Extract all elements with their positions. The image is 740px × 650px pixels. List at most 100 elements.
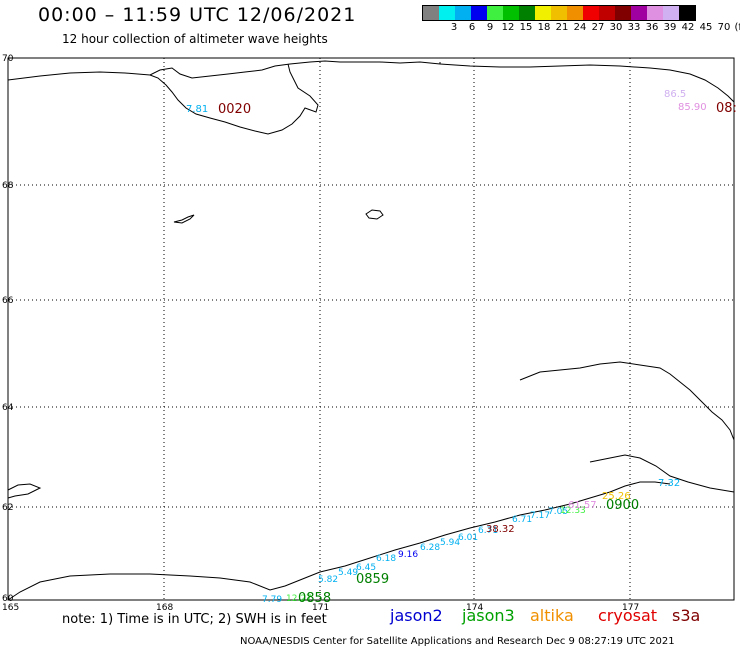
track-cluster-jason2: 9.16	[398, 550, 418, 560]
legend-swatch	[567, 6, 583, 20]
legend-label: 39	[663, 22, 677, 33]
obs-swh-label: 85.90	[678, 102, 707, 113]
track-mark: 9.16	[398, 550, 418, 560]
legend-label: 42	[681, 22, 695, 33]
obs-time-label: 0900	[606, 498, 639, 513]
lat-label-64: 64	[2, 403, 14, 413]
legend-label: 70	[717, 22, 731, 33]
track-mark: 7.05	[548, 507, 568, 517]
track-mark: 6.71	[478, 526, 498, 536]
obs-time-label: 0020	[218, 102, 251, 117]
track-cluster-green: 12.27 12.33	[286, 506, 586, 604]
lon-label-168: 168	[156, 603, 173, 613]
lat-labels: 70 68 66 64 62 60	[2, 54, 14, 604]
track-mark: 6.45	[356, 563, 376, 573]
obs-swh-label: 7.81	[186, 104, 208, 115]
west-coast-62	[7, 483, 42, 499]
lat-label-68: 68	[2, 181, 14, 191]
lon-label-177: 177	[622, 603, 639, 613]
legend-label: 24	[573, 22, 587, 33]
lat-label-66: 66	[2, 296, 14, 306]
legend-label: 36	[645, 22, 659, 33]
track-mark: 6.28	[420, 543, 440, 553]
obs-time-label: 08:	[716, 101, 737, 116]
track-mark: 6.01	[458, 533, 478, 543]
legend-label: 6	[468, 22, 476, 33]
east-coast-64	[519, 361, 735, 441]
satellite-label-cryosat: cryosat	[598, 606, 658, 625]
coastlines	[7, 60, 735, 601]
lon-labels: 165 168 171 174 177	[2, 603, 639, 613]
obs-time-label: 0859	[356, 572, 389, 587]
track-cluster: 7.79 5.82 5.49 6.45 6.18 6.28 5.94 6.01 …	[262, 507, 568, 605]
legend-swatch	[535, 6, 551, 20]
kotzebue-sound	[149, 63, 319, 135]
legend-swatch	[519, 6, 535, 20]
legend-label: 18	[537, 22, 551, 33]
track-mark: 5.49	[338, 568, 358, 578]
legend-unit: (ft)	[734, 22, 740, 33]
legend-label: 3	[450, 22, 458, 33]
legend-swatch	[647, 6, 663, 20]
track-mark: 6.71	[512, 515, 532, 525]
satellite-label-altika: altika	[530, 606, 574, 625]
legend-swatch	[599, 6, 615, 20]
obs-swh-label: 38.32	[486, 524, 515, 535]
obs-time-label: 0858	[298, 591, 331, 606]
page-title: 00:00 – 11:59 UTC 12/06/2021	[38, 4, 357, 26]
obs-swh-label: 7.32	[658, 478, 680, 489]
observations: 7.81 0020 85.90 86.5 08: 7.32 25.26 0900…	[186, 89, 737, 606]
east-coast-62	[589, 454, 735, 493]
north-coast-east	[439, 63, 735, 103]
track-mark: 5.94	[440, 538, 460, 548]
legend-swatch	[679, 6, 695, 20]
legend-swatch	[615, 6, 631, 20]
track-mark: 7.79	[262, 595, 282, 605]
footer-note: note: 1) Time is in UTC; 2) SWH is in fe…	[62, 612, 327, 627]
legend-label: 15	[519, 22, 533, 33]
track-mark: 12.33	[560, 506, 586, 516]
lat-label-70: 70	[2, 54, 14, 64]
aleutian-peninsula-coast	[7, 481, 671, 601]
legend-swatch	[471, 6, 487, 20]
legend-swatch	[663, 6, 679, 20]
satellite-label-s3a: s3a	[672, 606, 701, 625]
color-legend	[422, 5, 696, 21]
legend-label: 30	[609, 22, 623, 33]
legend-swatch	[583, 6, 599, 20]
north-coast-west	[7, 60, 441, 81]
legend-swatch	[487, 6, 503, 20]
legend-swatch	[423, 6, 439, 20]
graticule	[8, 58, 734, 600]
satellite-label-jason3: jason3	[462, 606, 515, 625]
legend-label: 45	[699, 22, 713, 33]
legend-swatch	[551, 6, 567, 20]
lon-label-165: 165	[2, 603, 19, 613]
lat-label-62: 62	[2, 503, 13, 513]
legend-swatch	[631, 6, 647, 20]
legend-label: 21	[555, 22, 569, 33]
track-mark: 7.17	[530, 511, 550, 521]
lat-label-60: 60	[2, 594, 14, 604]
track-mark: 5.82	[318, 575, 338, 585]
legend-swatch	[455, 6, 471, 20]
legend-label: 12	[501, 22, 515, 33]
satellite-label-jason2: jason2	[390, 606, 443, 625]
lon-label-174: 174	[466, 603, 483, 613]
obs-swh-label: 86.5	[664, 89, 686, 100]
obs-swh-label: 25.26	[602, 491, 631, 502]
obs-swh-label: 61.57	[568, 500, 597, 511]
island-a	[365, 209, 384, 220]
island-b	[173, 214, 195, 224]
track-mark: 6.18	[376, 554, 396, 564]
legend-label: 27	[591, 22, 605, 33]
lon-label-171: 171	[312, 603, 329, 613]
credit-line: NOAA/NESDIS Center for Satellite Applica…	[240, 636, 675, 647]
legend-swatch	[439, 6, 455, 20]
legend-swatch	[503, 6, 519, 20]
track-mark: 12.27	[286, 594, 312, 604]
legend-label: 33	[627, 22, 641, 33]
legend-label: 9	[486, 22, 494, 33]
map-frame	[7, 57, 735, 601]
